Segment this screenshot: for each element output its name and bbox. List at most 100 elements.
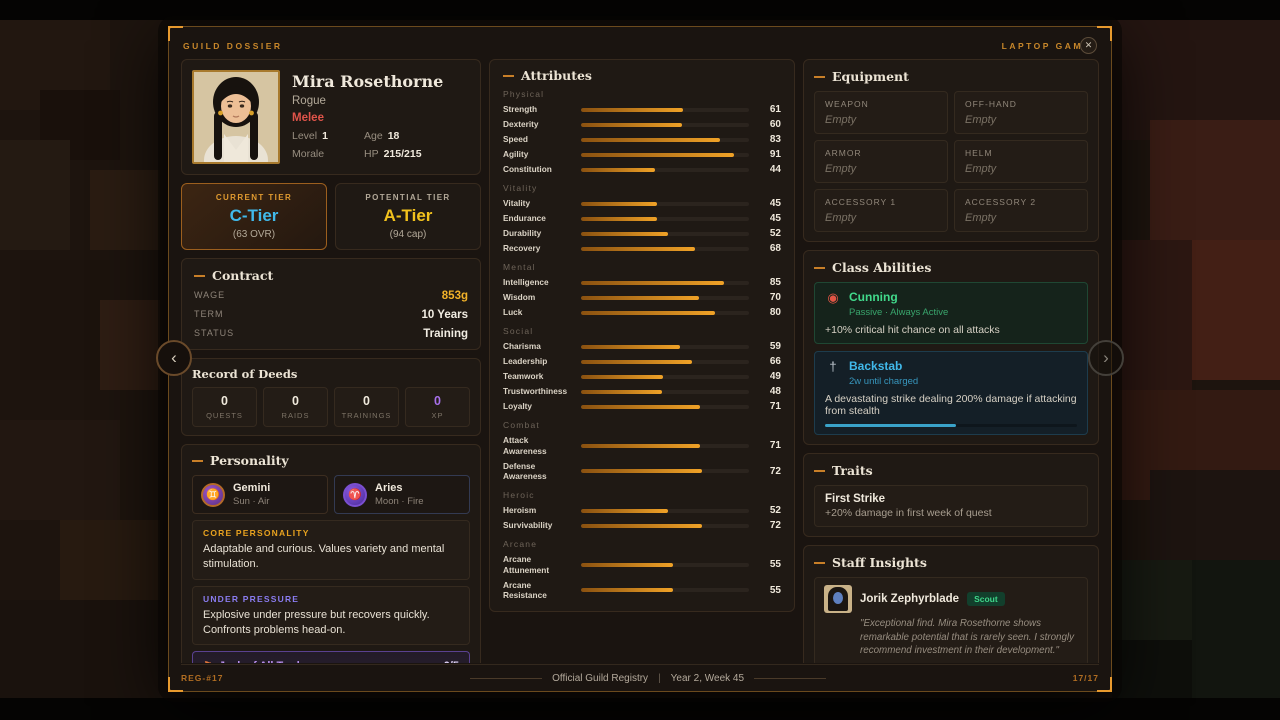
attribute-group: Physical Strength 61 Dexterity 60 Speed … <box>503 89 781 177</box>
attribute-value: 48 <box>769 386 781 397</box>
ability-icon: † <box>829 359 837 374</box>
close-icon: ✕ <box>1084 40 1093 50</box>
section-dash-icon <box>814 266 825 269</box>
staff-name: Jorik Zephyrblade <box>860 593 960 605</box>
equipment-slot-label: HELM <box>965 148 993 158</box>
attribute-value: 55 <box>769 559 781 571</box>
equipment-grid: WEAPON Empty OFF-HAND Empty ARMOR Empty … <box>814 91 1088 232</box>
level-value: 1 <box>322 130 328 142</box>
character-portrait <box>192 70 280 164</box>
zodiac-badge: ♈ <box>343 482 367 507</box>
page-indicator: 17/17 <box>1072 673 1099 683</box>
traits-list: First Strike +20% damage in first week o… <box>814 485 1088 527</box>
attribute-bar-fill <box>581 588 674 593</box>
attribute-bar-fill <box>581 295 699 300</box>
core-personality-label: CORE PERSONALITY <box>203 528 310 538</box>
ability-status: 2w until charged <box>849 376 919 387</box>
staff-avatar <box>824 585 852 613</box>
deed-value: 0 <box>434 394 441 408</box>
panel-header: GUILD DOSSIER LAPTOP GAM ✕ <box>169 27 1111 58</box>
left-column: Mira Rosethorne Rogue Melee Level 1 Age 18… <box>181 59 481 663</box>
zodiac-card: ♈ Aries Moon · Fire <box>334 475 470 514</box>
attribute-bar <box>581 246 749 251</box>
zodiac-icon: ♈ <box>348 489 362 501</box>
attribute-row: Arcane Resistance 55 <box>503 578 781 604</box>
trait-name: First Strike <box>825 493 886 505</box>
attribute-label: Wisdom <box>503 292 536 303</box>
next-member-button[interactable]: › <box>1088 340 1124 376</box>
equipment-slot[interactable]: WEAPON Empty <box>814 91 948 134</box>
attribute-label: Arcane Attunement <box>503 554 550 575</box>
attribute-bar-fill <box>581 216 657 221</box>
character-class: Rogue <box>292 95 326 107</box>
equipment-slot[interactable]: ACCESSORY 2 Empty <box>954 189 1088 232</box>
attribute-bar <box>581 344 749 349</box>
equipment-slot[interactable]: OFF-HAND Empty <box>954 91 1088 134</box>
attribute-row: Heroism 52 <box>503 503 781 518</box>
current-tier-value: C-Tier <box>229 206 279 225</box>
attribute-label: Constitution <box>503 164 552 175</box>
attribute-label: Agility <box>503 149 529 160</box>
potential-tier-value: A-Tier <box>383 206 433 225</box>
attribute-bar <box>581 122 749 127</box>
attribute-bar <box>581 359 749 364</box>
attribute-bar-fill <box>581 280 724 285</box>
equipment-title: Equipment <box>832 69 909 84</box>
attribute-bar-fill <box>581 344 681 349</box>
under-pressure-text: Explosive under pressure but recovers qu… <box>203 608 430 636</box>
equipment-slot-value: Empty <box>825 212 857 224</box>
deed-stat: 0 RAIDS <box>263 387 328 427</box>
combat-type: Melee <box>292 112 324 124</box>
attribute-row: Strength 61 <box>503 102 781 117</box>
section-dash-icon <box>192 459 203 462</box>
attribute-value: 49 <box>769 371 781 382</box>
attribute-rows: Attack Awareness 71 Defense Awareness 72 <box>503 433 781 484</box>
level-label: Level <box>292 130 318 142</box>
registry-number: REG-#17 <box>181 673 224 683</box>
deed-label: TRAININGS <box>341 411 392 420</box>
attribute-bar <box>581 137 749 142</box>
middle-column: Attributes Physical Strength 61 Dexterit… <box>489 59 795 663</box>
contract-row-value: 10 Years <box>421 309 468 321</box>
right-column: Equipment WEAPON Empty OFF-HAND Empty AR… <box>803 59 1099 663</box>
equipment-slot[interactable]: ACCESSORY 1 Empty <box>814 189 948 232</box>
attribute-row: Endurance 45 <box>503 211 781 226</box>
equipment-section: Equipment WEAPON Empty OFF-HAND Empty AR… <box>803 59 1099 242</box>
ability-charge-fill <box>825 424 957 427</box>
equipment-slot-label: ARMOR <box>825 148 862 158</box>
contract-section: Contract WAGE 853g TERM 10 Years STATUS … <box>181 258 481 350</box>
guild-dossier-panel: GUILD DOSSIER LAPTOP GAM ✕ <box>168 26 1112 692</box>
attribute-bar-fill <box>581 137 721 142</box>
attribute-rows: Heroism 52 Survivability 72 <box>503 503 781 533</box>
attribute-bar <box>581 389 749 394</box>
equipment-slot-label: ACCESSORY 2 <box>965 197 1037 207</box>
close-button[interactable]: ✕ <box>1080 37 1097 54</box>
attribute-group: Combat Attack Awareness 71 Defense Aware… <box>503 420 781 484</box>
equipment-slot[interactable]: HELM Empty <box>954 140 1088 183</box>
tier-section: CURRENT TIER C-Tier (63 OVR) POTENTIAL T… <box>181 183 481 250</box>
section-dash-icon <box>814 75 825 78</box>
equipment-slot-label: ACCESSORY 1 <box>825 197 897 207</box>
ability-description: +10% critical hit chance on all attacks <box>825 324 1000 336</box>
attribute-category: Physical <box>503 89 545 99</box>
current-tier-sub: (63 OVR) <box>232 229 276 240</box>
equipment-slot[interactable]: ARMOR Empty <box>814 140 948 183</box>
attribute-row: Teamwork 49 <box>503 369 781 384</box>
attribute-label: Teamwork <box>503 371 544 382</box>
attribute-value: 71 <box>769 440 781 452</box>
attribute-group: Vitality Vitality 45 Endurance 45 Durabi… <box>503 183 781 256</box>
zodiac-row: ♊ Gemini Sun · Air ♈ Aries Moon · Fire <box>192 475 470 514</box>
core-personality-text: Adaptable and curious. Values variety an… <box>203 543 445 570</box>
attribute-bar-fill <box>581 246 696 251</box>
personal-quest-card: ⚑ Jack of All Trades 0/5 Complete quests… <box>192 651 470 663</box>
staff-role-badge: Scout <box>967 592 1005 606</box>
attribute-bar <box>581 280 749 285</box>
previous-member-button[interactable]: ‹ <box>156 340 192 376</box>
attribute-bar <box>581 404 749 409</box>
quest-count: 0/5 <box>444 660 459 663</box>
equipment-slot-value: Empty <box>965 114 997 126</box>
attribute-label: Loyalty <box>503 401 533 412</box>
attribute-value: 80 <box>769 307 781 318</box>
morale-label: Morale <box>292 148 325 160</box>
